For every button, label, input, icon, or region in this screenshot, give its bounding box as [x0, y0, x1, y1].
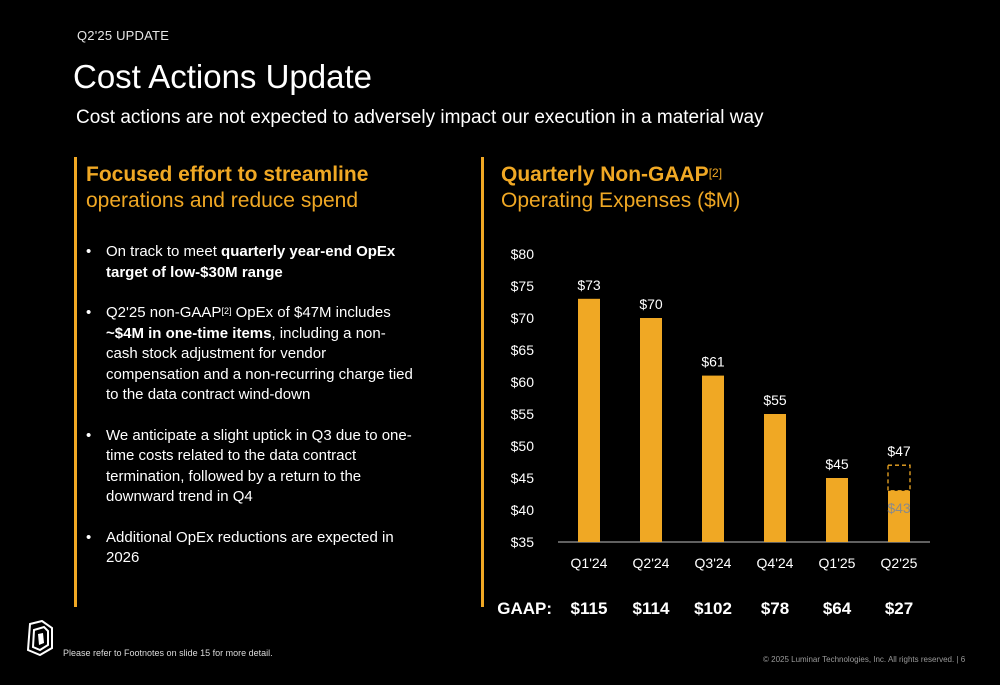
bar-value-label: $70 — [639, 296, 663, 312]
bullet-text: Q2'25 non-GAAP — [106, 304, 222, 321]
y-tick-label: $45 — [511, 470, 535, 486]
left-accent-bar — [74, 157, 77, 607]
bullet-text: , including a non-cash stock adjustment … — [106, 324, 413, 404]
y-tick-label: $35 — [511, 534, 535, 550]
gaap-value: $102 — [694, 599, 732, 618]
gaap-value: $114 — [633, 599, 670, 618]
left-heading-light: operations and reduce spend — [86, 189, 359, 212]
y-tick-label: $40 — [511, 502, 535, 518]
bar — [826, 478, 848, 542]
x-category-label: Q2'25 — [881, 555, 918, 571]
right-heading-bold: Quarterly Non-GAAP[2] — [501, 162, 740, 188]
x-category-label: Q4'24 — [757, 555, 794, 571]
bar-value-label: $45 — [825, 456, 849, 472]
x-category-label: Q1'25 — [819, 555, 856, 571]
bullet-item: • Q2'25 non-GAAP[2] OpEx of $47M includes… — [86, 303, 416, 406]
gaap-label: GAAP: — [497, 599, 552, 618]
bullet-text: We anticipate a slight uptick in Q3 due … — [106, 426, 412, 506]
bullet-emphasis: quarterly year-end OpEx target of low-$3… — [106, 243, 396, 281]
page-subtitle: Cost actions are not expected to adverse… — [76, 107, 764, 128]
x-category-label: Q3'24 — [695, 555, 732, 571]
gaap-value: $64 — [823, 599, 852, 618]
adjusted-value-label: $43 — [887, 500, 911, 516]
x-category-label: Q1'24 — [571, 555, 608, 571]
bullet-list: • On track to meet quarterly year-end OpE… — [86, 242, 416, 589]
y-tick-label: $65 — [511, 342, 535, 358]
right-heading-light: Operating Expenses ($M) — [501, 189, 741, 212]
bar — [640, 318, 662, 542]
bullet-emphasis: ~$4M in one-time items — [106, 324, 272, 342]
gaap-value: $78 — [761, 599, 789, 618]
y-tick-label: $75 — [511, 278, 535, 294]
footnote: Please refer to Footnotes on slide 15 fo… — [63, 648, 273, 658]
bullet-dot: • — [86, 243, 92, 260]
bullet-text: Additional OpEx reductions are expected … — [106, 528, 394, 567]
bar — [702, 375, 724, 542]
x-category-label: Q2'24 — [633, 555, 670, 571]
bar — [578, 298, 600, 542]
right-accent-bar — [481, 157, 484, 607]
footnote-ref: [2] — [221, 306, 232, 316]
y-tick-label: $60 — [511, 374, 535, 390]
luminar-logo-icon — [26, 620, 53, 656]
y-tick-label: $55 — [511, 406, 535, 422]
bullet-text: On track to meet — [106, 243, 222, 260]
one-time-items-bar — [887, 464, 911, 492]
bullet-text: OpEx of $47M includes — [231, 304, 391, 321]
left-panel-heading: Focused effort to streamline operations … — [86, 162, 368, 214]
page-title: Cost Actions Update — [73, 58, 372, 95]
section-label: Q2'25 UPDATE — [77, 28, 170, 43]
y-tick-label: $70 — [511, 310, 535, 326]
bullet-item: • Additional OpEx reductions are expected… — [86, 528, 416, 569]
opex-bar-chart: $35 $40 $45 $50 $55 $60 $65 $70 $75 $80 $73 Q1'24 $1… — [497, 246, 930, 618]
bar — [764, 414, 786, 542]
right-heading-bold-text: Quarterly Non-GAAP — [501, 163, 709, 186]
bar — [888, 490, 910, 542]
bullet-dot: • — [86, 528, 92, 546]
y-tick-label: $80 — [511, 246, 535, 262]
bar-value-label: $61 — [701, 354, 725, 370]
left-heading-bold: Focused effort to streamline — [86, 163, 369, 186]
copyright: © 2025 Luminar Technologies, Inc. All ri… — [763, 655, 966, 664]
bar-value-label: $55 — [763, 392, 787, 408]
y-tick-label: $50 — [511, 438, 535, 454]
bullet-dot: • — [86, 304, 92, 321]
bar-value-label: $73 — [577, 277, 601, 293]
right-panel-heading: Quarterly Non-GAAP[2] Operating Expenses… — [501, 162, 740, 214]
bullet-item: • We anticipate a slight uptick in Q3 due… — [86, 426, 416, 508]
right-heading-footnote-ref: [2] — [708, 166, 723, 180]
gaap-value: $27 — [885, 599, 913, 618]
bar-value-label: $47 — [887, 443, 911, 459]
gaap-value: $115 — [571, 599, 608, 618]
bullet-dot: • — [86, 426, 92, 444]
bullet-item: • On track to meet quarterly year-end OpE… — [86, 242, 416, 283]
